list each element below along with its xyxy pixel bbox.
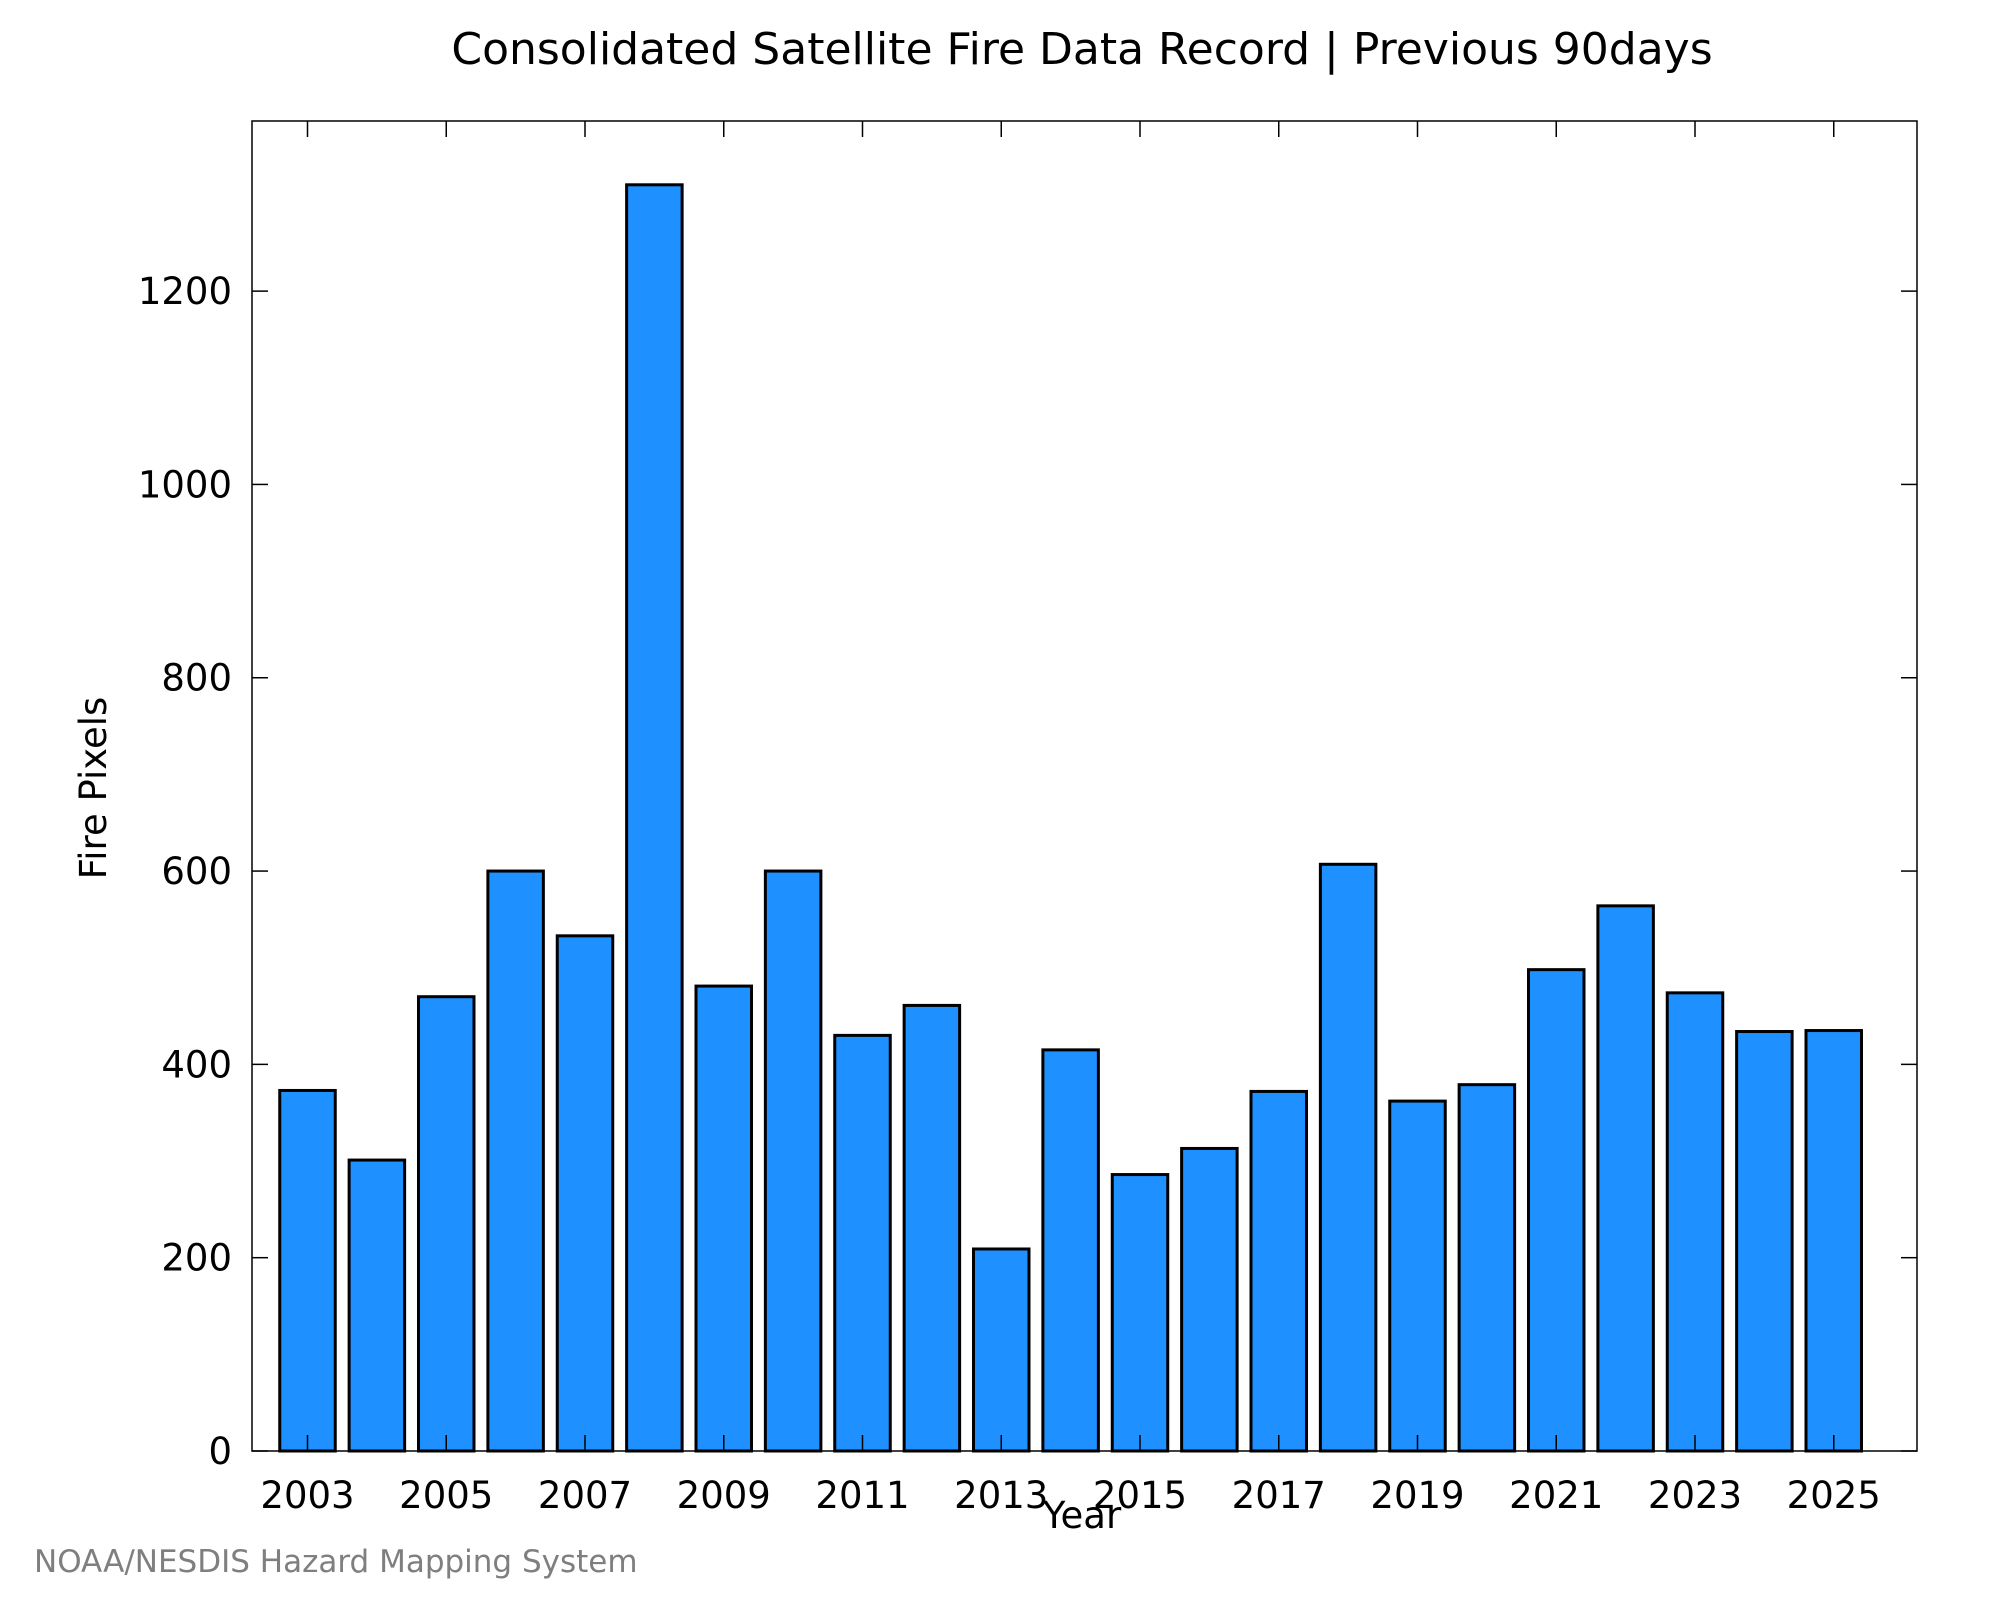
bar-2003 bbox=[278, 1088, 337, 1453]
bar-2016 bbox=[1180, 1146, 1239, 1453]
x-tick-label: 2013 bbox=[954, 1474, 1048, 1517]
bar-2018 bbox=[1318, 862, 1378, 1453]
bar-2004 bbox=[347, 1158, 407, 1453]
bar-2012 bbox=[902, 1003, 962, 1453]
x-tick-label: 2003 bbox=[260, 1474, 354, 1517]
y-axis-label: Fire Pixels bbox=[72, 697, 115, 880]
bar-2011 bbox=[833, 1033, 892, 1453]
bar-2019 bbox=[1388, 1099, 1447, 1453]
bar-2005 bbox=[417, 995, 476, 1453]
bar-2023 bbox=[1665, 991, 1725, 1453]
x-tick-label: 2009 bbox=[677, 1474, 771, 1517]
bar-2021 bbox=[1527, 968, 1586, 1453]
plot-frame bbox=[251, 120, 1918, 1452]
bar-2013 bbox=[972, 1247, 1031, 1453]
x-tick-label: 2011 bbox=[815, 1474, 909, 1517]
bar-2024 bbox=[1735, 1030, 1794, 1453]
bar-2014 bbox=[1041, 1048, 1100, 1453]
x-tick-label: 2007 bbox=[538, 1474, 632, 1517]
x-tick-label: 2017 bbox=[1232, 1474, 1326, 1517]
x-tick-label: 2005 bbox=[399, 1474, 493, 1517]
x-tick-label: 2025 bbox=[1787, 1474, 1881, 1517]
x-axis-label: Year bbox=[1042, 1494, 1122, 1537]
bar-2007 bbox=[555, 934, 615, 1453]
bar-2008 bbox=[625, 183, 684, 1453]
y-tick-label: 600 bbox=[161, 850, 232, 893]
x-tick-label: 2023 bbox=[1648, 1474, 1742, 1517]
credit-text: NOAA/NESDIS Hazard Mapping System bbox=[34, 1544, 638, 1580]
chart-title: Consolidated Satellite Fire Data Record … bbox=[451, 24, 1712, 75]
y-tick-label: 200 bbox=[161, 1237, 232, 1280]
x-tick-label: 2021 bbox=[1509, 1474, 1603, 1517]
y-tick-label: 1000 bbox=[138, 463, 232, 506]
bar-2025 bbox=[1804, 1029, 1863, 1453]
bar-2009 bbox=[694, 984, 753, 1453]
x-tick-label: 2015 bbox=[1093, 1474, 1187, 1517]
y-tick-label: 400 bbox=[161, 1043, 232, 1086]
bar-2017 bbox=[1249, 1089, 1308, 1453]
y-tick-label: 0 bbox=[208, 1430, 232, 1473]
bar-2020 bbox=[1457, 1083, 1517, 1453]
bar-2022 bbox=[1596, 904, 1655, 1453]
bar-2015 bbox=[1110, 1173, 1170, 1453]
y-tick-label: 800 bbox=[161, 657, 232, 700]
plot-area: 0 200 400 600 800 1000 1200 2003 2005 2007 2009 201… bbox=[138, 120, 1918, 1517]
x-tick-label: 2019 bbox=[1370, 1474, 1464, 1517]
bar-2010 bbox=[763, 869, 823, 1453]
bar-2006 bbox=[486, 869, 545, 1453]
y-tick-label: 1200 bbox=[138, 270, 232, 313]
